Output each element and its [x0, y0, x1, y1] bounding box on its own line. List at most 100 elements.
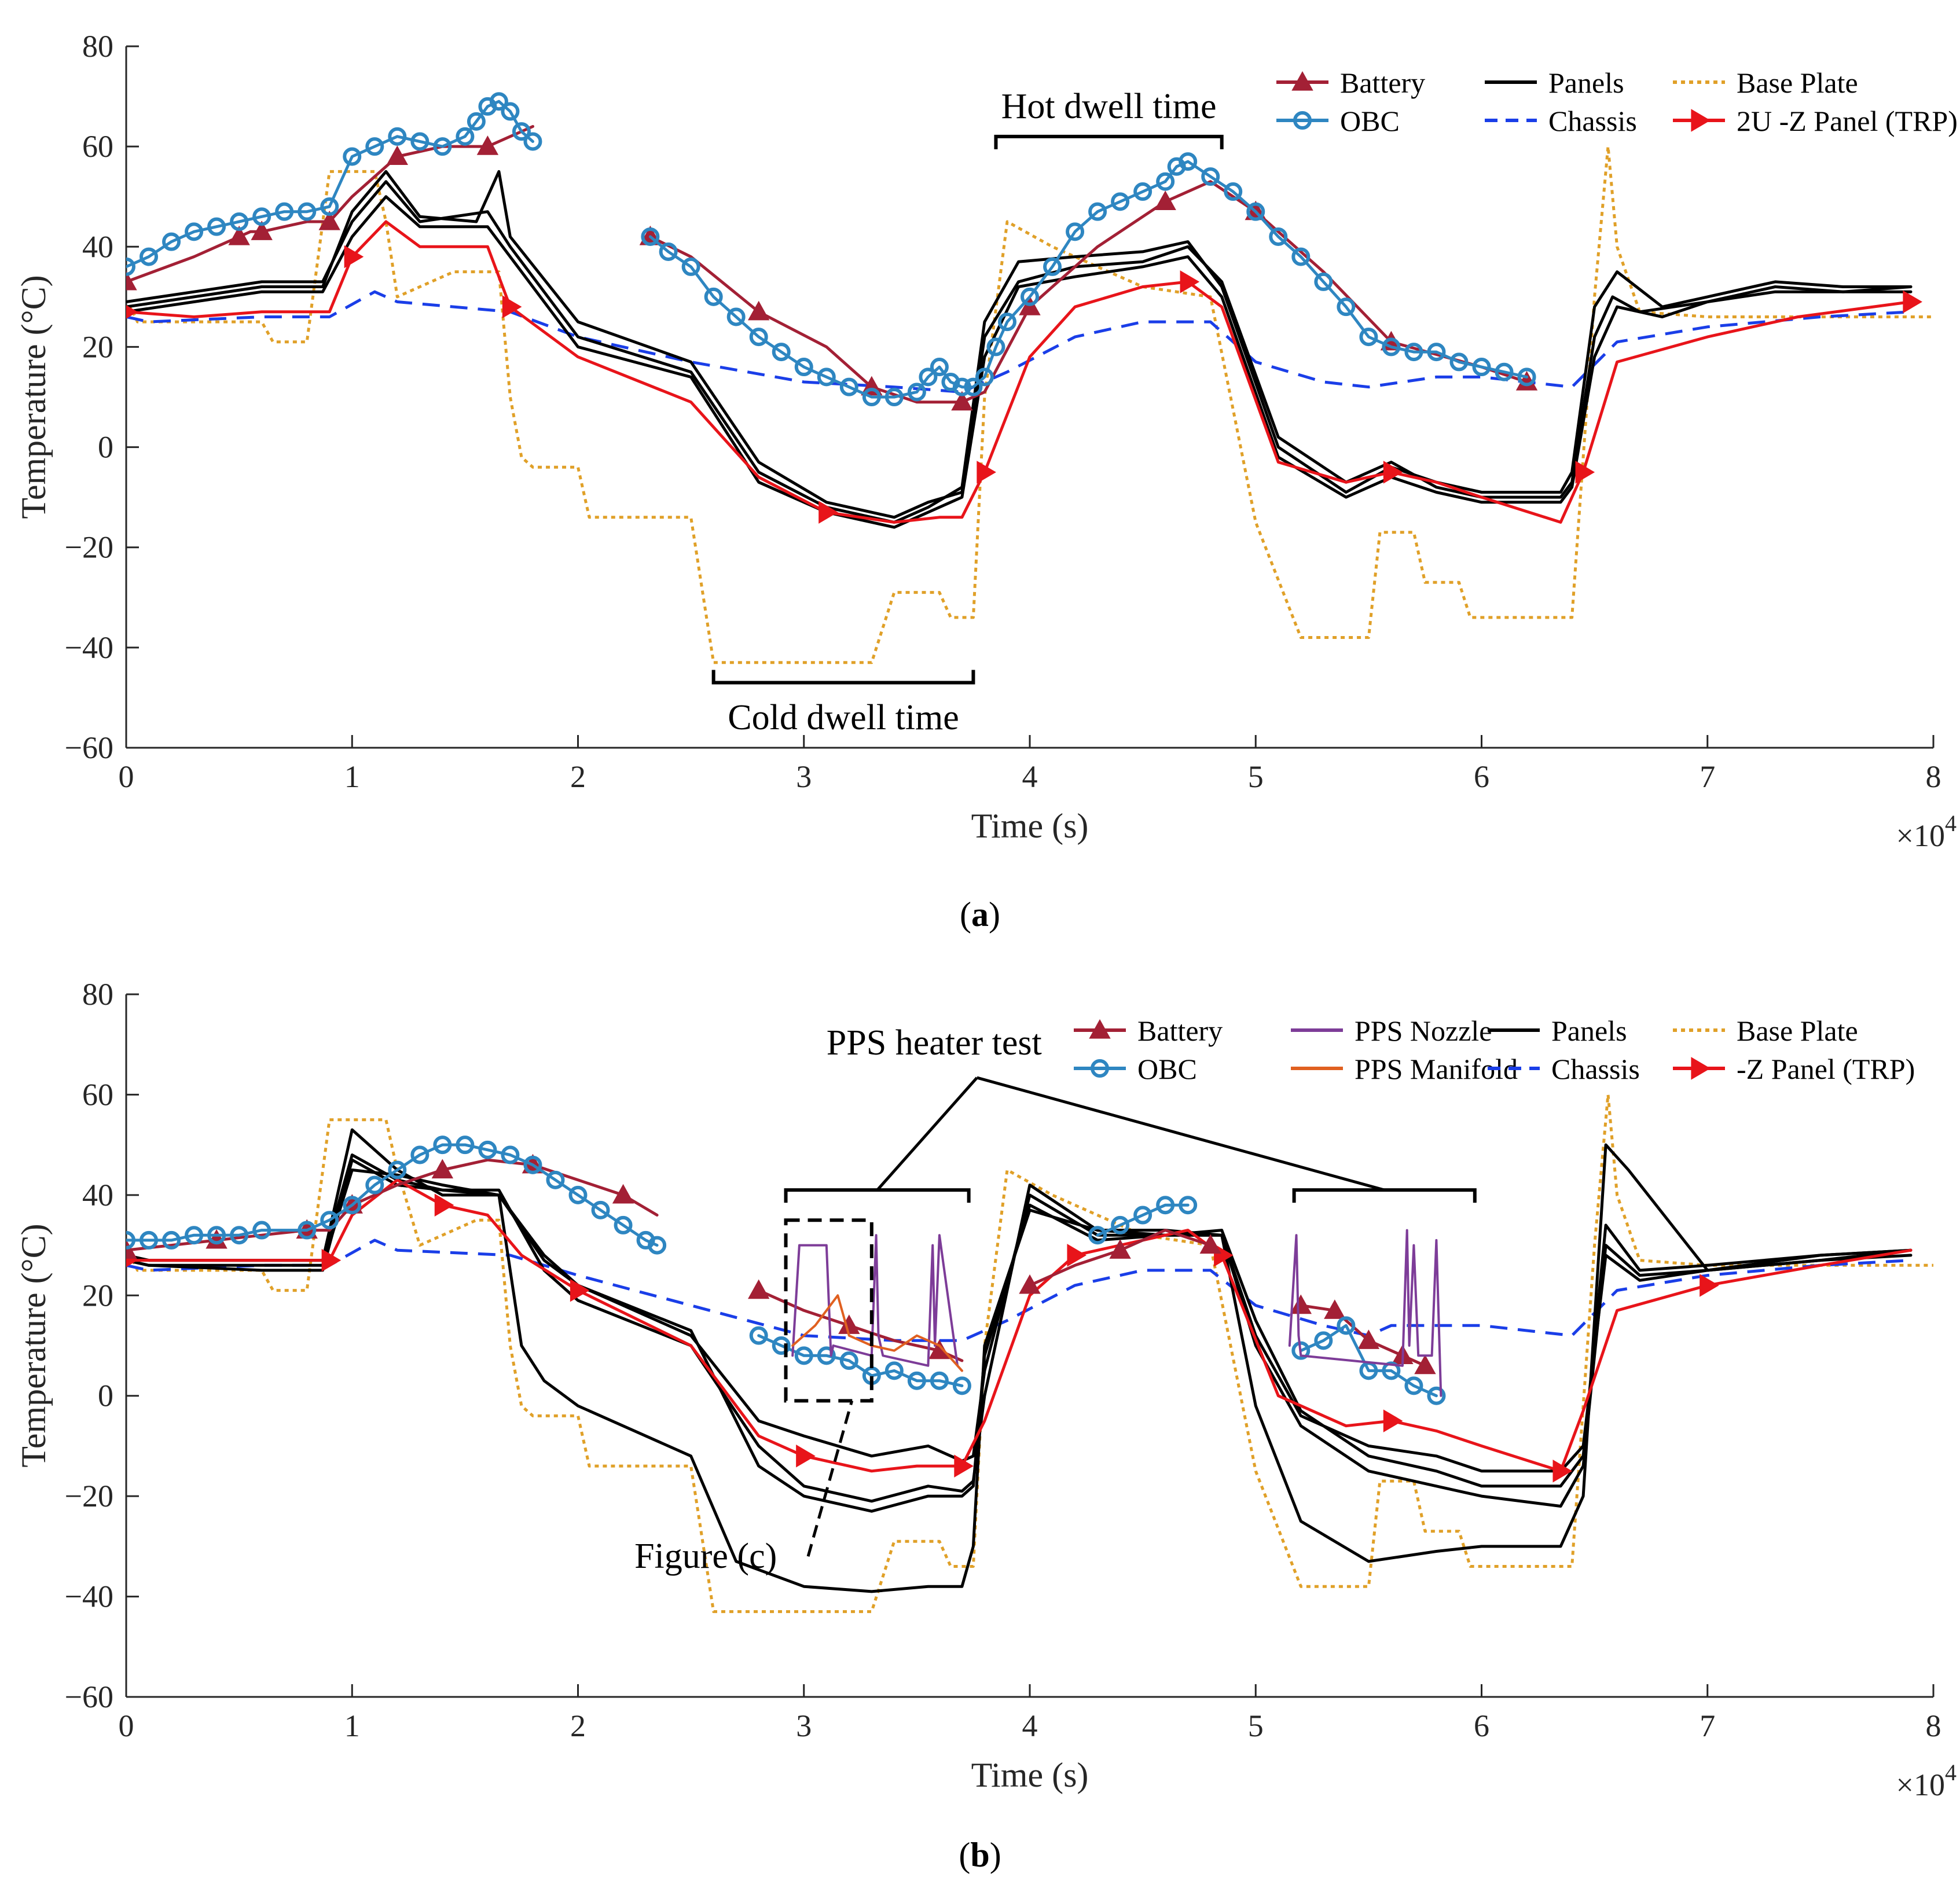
series-obc-marker — [749, 1326, 768, 1345]
series-obc-marker — [1088, 202, 1107, 221]
series-obc-marker — [388, 1160, 407, 1179]
series-obc-marker — [546, 1170, 565, 1189]
y-tick-label: −60 — [65, 1680, 113, 1714]
series-battery-marker — [1357, 1329, 1380, 1349]
y-tick-label: 80 — [82, 977, 113, 1012]
series-obc-marker — [817, 1346, 836, 1365]
series--z-panel-trp--marker — [570, 1278, 590, 1302]
series-obc-marker — [681, 257, 700, 276]
series-obc-marker — [365, 137, 384, 156]
x-tick-label: 3 — [796, 1708, 812, 1743]
series-battery-marker — [228, 225, 250, 245]
series-obc-marker — [1246, 202, 1265, 221]
x-tick-label: 8 — [1926, 1708, 1941, 1743]
series--z-panel-trp--marker — [954, 1454, 974, 1478]
series-obc-marker — [1495, 362, 1514, 381]
legend-marker — [1091, 1059, 1109, 1078]
series-obc-marker — [140, 247, 159, 266]
series--z-panel-trp--marker — [321, 1248, 342, 1272]
series-obc-marker — [1449, 352, 1469, 372]
series-battery-marker — [476, 135, 499, 155]
series-obc-marker — [1066, 222, 1085, 241]
series-base-plate-line — [126, 145, 1933, 664]
series-obc-line — [126, 1143, 659, 1247]
series-battery-marker — [612, 1184, 634, 1204]
legend-label: Base Plate — [1737, 67, 1858, 99]
series-panels-line — [126, 180, 1913, 524]
series-obc-marker — [252, 1221, 271, 1240]
x-tick-label: 7 — [1700, 1708, 1715, 1743]
series-obc-marker — [1427, 1386, 1446, 1405]
series--z-panel-trp--marker — [1383, 1409, 1403, 1432]
legend-label: Battery — [1340, 67, 1425, 99]
series-obc-marker — [614, 1215, 633, 1234]
series-obc-marker — [659, 242, 678, 261]
series-obc-marker — [817, 368, 836, 387]
annotation-pointer — [876, 1076, 978, 1191]
series-obc-marker — [907, 383, 926, 402]
series-battery-marker — [1414, 1354, 1436, 1375]
series-battery-marker — [318, 210, 340, 230]
series-pps-nozzle-line — [1288, 1229, 1443, 1397]
annotation-pointer — [806, 1400, 854, 1557]
series-obc-marker — [839, 377, 858, 396]
x-multiplier-base: ×10 — [1896, 1768, 1945, 1802]
annotation-label: Cold dwell time — [728, 698, 959, 737]
chart-a: 0 1 2 3 4 5 6 7 8 −60 −40 −20 0 20 40 60 80 Time (s) Tempe… — [14, 29, 1958, 853]
series-obc-marker — [230, 212, 249, 231]
series-obc-marker — [964, 377, 983, 396]
series-obc-marker — [501, 102, 520, 121]
series-obc-marker — [1314, 1331, 1333, 1350]
series-obc-marker — [230, 1226, 249, 1245]
y-tick-label: 0 — [98, 1379, 113, 1413]
series-obc-marker — [1472, 358, 1491, 377]
series-obc-marker — [140, 1230, 159, 1250]
series-group — [126, 92, 1933, 664]
series--z-panel-trp--line — [126, 1178, 1913, 1473]
series-panels-line — [126, 1158, 1913, 1508]
series-obc-marker — [986, 337, 1005, 357]
legend-marker — [1291, 71, 1313, 91]
series-obc-marker — [975, 368, 994, 387]
y-tick-label: −20 — [65, 1479, 113, 1513]
series-obc-marker — [839, 1351, 858, 1370]
series-2u-z-panel-trp--marker — [1383, 461, 1403, 484]
series-obc-marker — [320, 197, 339, 216]
legend-label: -Z Panel (TRP) — [1737, 1053, 1915, 1085]
series-obc-marker — [512, 122, 531, 141]
series-obc-marker — [467, 112, 486, 131]
series-chassis-line — [126, 1239, 1911, 1342]
series-obc-marker — [1359, 328, 1378, 347]
annotation-label: Hot dwell time — [1001, 87, 1217, 126]
x-tick-label: 1 — [344, 1708, 360, 1743]
series-obc-marker — [162, 1230, 181, 1250]
legend-label: PPS Nozzle — [1355, 1015, 1492, 1047]
annotation-pointer — [977, 1076, 1385, 1192]
series-obc-marker — [794, 1346, 813, 1365]
y-tick-label: 40 — [82, 229, 113, 264]
series-obc-marker — [252, 207, 271, 226]
y-axis-label: Temperature (°C) — [14, 275, 53, 519]
series-2u-z-panel-trp--marker — [502, 295, 522, 318]
series--z-panel-trp--marker — [796, 1445, 816, 1468]
series-obc-marker — [1337, 297, 1356, 317]
x-tick-label: 6 — [1474, 759, 1489, 794]
series-obc-marker — [1179, 152, 1198, 171]
series-obc-marker — [275, 202, 294, 221]
annotation-box — [784, 1218, 873, 1403]
caption-a-letter: a — [971, 895, 989, 934]
series-2u-z-panel-trp--marker — [818, 501, 838, 524]
series-obc-marker — [919, 368, 938, 387]
series-obc-marker — [126, 257, 135, 276]
y-tick-label: 20 — [82, 329, 113, 364]
series-obc-marker — [1088, 1226, 1107, 1245]
series-obc-marker — [298, 1221, 317, 1240]
series-obc-marker — [1111, 1215, 1130, 1234]
x-tick-label: 5 — [1248, 1708, 1264, 1743]
series-obc-marker — [126, 1230, 135, 1250]
x-multiplier-exp: 4 — [1945, 1759, 1957, 1785]
x-multiplier: ×104 — [1896, 1759, 1957, 1802]
series-panels-line — [126, 195, 1913, 529]
y-tick-label: 0 — [98, 430, 113, 465]
legend-label: 2U -Z Panel (TRP) — [1737, 105, 1958, 137]
